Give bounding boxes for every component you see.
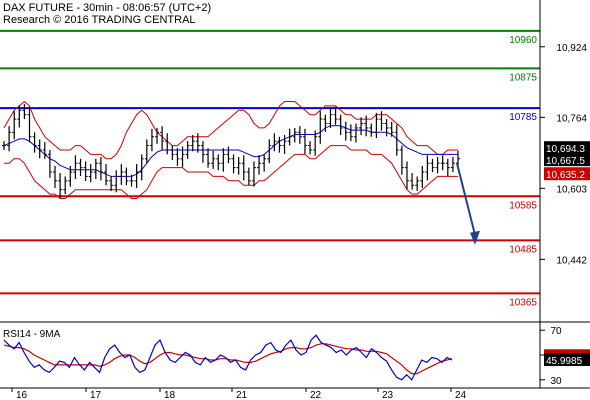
price-tag-label: 10,667.5 [546, 156, 585, 167]
rsi-title: RSI14 - 9MA [3, 329, 61, 340]
x-tick-label: 24 [455, 390, 467, 400]
rsi-panel [3, 334, 453, 381]
price-plot-area [0, 0, 540, 322]
x-axis: 16 17 18 21 22 23 24 [11, 388, 467, 400]
y-tick-label: 10,442 [556, 255, 587, 266]
price-series [2, 104, 460, 199]
level-label-10365: 10365 [509, 297, 537, 308]
level-label-10960: 10960 [509, 35, 537, 46]
forecast-arrow [456, 162, 480, 245]
x-tick-label: 23 [382, 390, 394, 400]
price-tag-label: 10,694.3 [546, 144, 585, 155]
x-tick-label: 21 [236, 390, 248, 400]
price-panel: 10960 10875 10785 10585 10485 10365 [0, 0, 540, 322]
y-tick-label: 10,764 [556, 113, 587, 124]
rsi-y-tick-label: 70 [550, 326, 562, 337]
y-tick-label: 10,603 [556, 184, 587, 195]
price-tag-label: 10,635.2 [546, 170, 585, 181]
forecast-arrow-head [470, 230, 480, 245]
x-tick-label: 18 [164, 390, 176, 400]
forecast-arrow-shaft [456, 162, 476, 236]
rsi-tag-label: 45.9985 [546, 356, 583, 367]
chart-subtitle: Research © 2016 TRADING CENTRAL [3, 14, 196, 26]
rsi-y-tick-label: 30 [550, 376, 562, 387]
level-label-10875: 10875 [509, 72, 537, 83]
rsi-ma-line [3, 343, 453, 375]
level-label-10485: 10485 [509, 244, 537, 255]
x-tick-label: 17 [90, 390, 102, 400]
price-tag-box [544, 153, 590, 167]
level-label-10785: 10785 [509, 112, 537, 123]
level-label-10585: 10585 [509, 200, 537, 211]
rsi-line [3, 334, 453, 381]
moving-average-line [3, 125, 458, 177]
bollinger-lower-line [4, 145, 458, 199]
chart-title: DAX FUTURE - 30min - 08:06:57 (UTC+2) [3, 2, 212, 14]
price-tag-box [544, 167, 590, 181]
level-lines: 10960 10875 10785 10585 10485 10365 [0, 29, 540, 308]
x-tick-label: 22 [310, 390, 322, 400]
y-tick-label: 10,924 [556, 43, 587, 54]
bollinger-upper-line [3, 100, 458, 160]
bollinger-bands [3, 100, 458, 199]
price-tags: 10,694.310,667.510,635.248.971945.9985 [544, 141, 590, 367]
rsi-tag-box [544, 352, 590, 366]
x-tick-label: 16 [16, 390, 28, 400]
price-y-axis: 10,924 10,764 10,603 10,442 [540, 43, 587, 266]
price-tag-box [544, 141, 590, 155]
